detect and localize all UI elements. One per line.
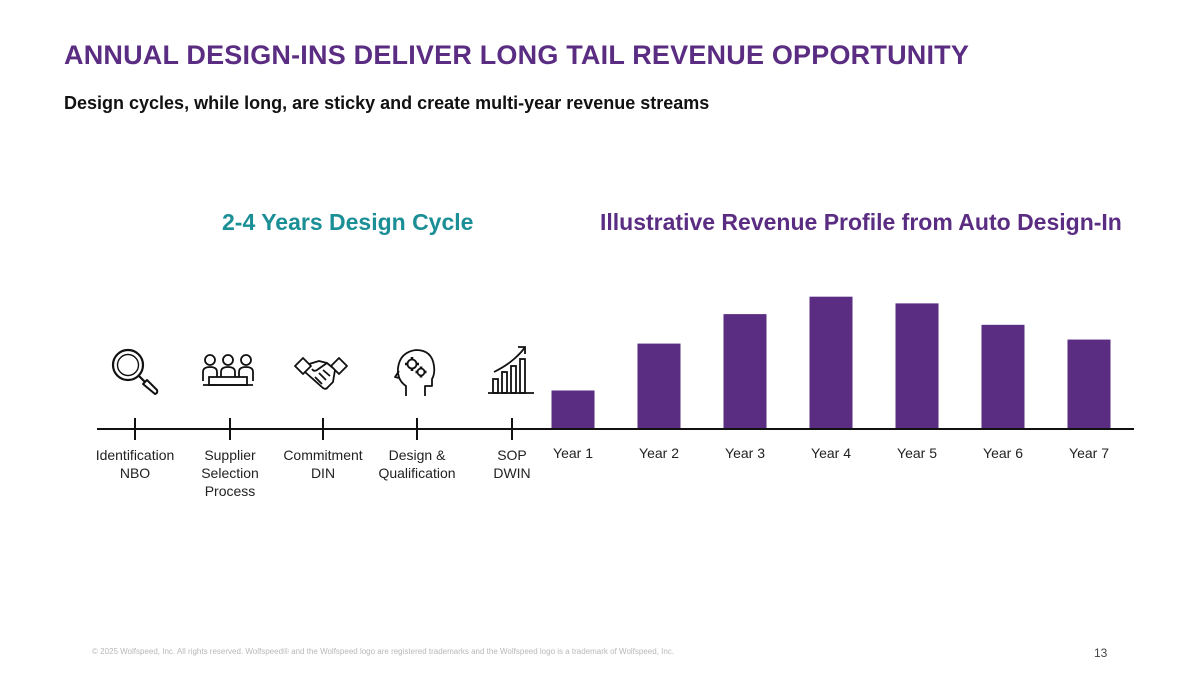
stage-label-sop: SOP DWIN bbox=[452, 446, 572, 482]
stage-label-line: DIN bbox=[310, 465, 336, 481]
timeline-tick bbox=[416, 418, 418, 440]
x-tick-label: Year 6 bbox=[983, 445, 1023, 461]
timeline-tick bbox=[134, 418, 136, 440]
handshake-icon bbox=[294, 357, 348, 390]
stage-label-line: Commitment bbox=[283, 447, 363, 463]
revenue-bar-6 bbox=[981, 324, 1025, 428]
stage-label-line: Identification bbox=[95, 447, 175, 463]
stage-label-line: DWIN bbox=[493, 465, 531, 481]
stage-label-line: Process bbox=[204, 483, 256, 499]
stage-label-line: Qualification bbox=[378, 465, 456, 481]
timeline-axis bbox=[97, 428, 1134, 430]
x-tick-label: Year 4 bbox=[811, 445, 851, 461]
timeline-tick bbox=[511, 418, 513, 440]
stage-label-identification: Identification NBO bbox=[75, 446, 195, 482]
head-gears-icon bbox=[394, 349, 436, 396]
x-tick-label: Year 3 bbox=[725, 445, 765, 461]
stage-label-line: Selection bbox=[201, 465, 259, 481]
page-number: 13 bbox=[1094, 646, 1108, 660]
slide-title: ANNUAL DESIGN-INS DELIVER LONG TAIL REVE… bbox=[64, 40, 970, 70]
revenue-bar-2 bbox=[637, 343, 681, 428]
revenue-chart-title: Illustrative Revenue Profile from Auto D… bbox=[600, 209, 1122, 235]
revenue-bar-7 bbox=[1067, 339, 1111, 428]
x-tick-label: Year 1 bbox=[553, 445, 593, 461]
stage-label-supplier-selection: Supplier Selection Process bbox=[170, 446, 290, 500]
slide-subtitle: Design cycles, while long, are sticky an… bbox=[64, 93, 710, 113]
magnifier-icon bbox=[111, 348, 159, 395]
growth-chart-icon bbox=[488, 346, 534, 394]
team-meeting-icon bbox=[202, 354, 254, 386]
revenue-bar-4 bbox=[809, 296, 853, 428]
revenue-bar-5 bbox=[895, 303, 939, 428]
stage-label-design-qualification: Design & Qualification bbox=[357, 446, 477, 482]
timeline-tick bbox=[322, 418, 324, 440]
stage-label-line: SOP bbox=[497, 447, 527, 463]
x-tick-label: Year 5 bbox=[897, 445, 937, 461]
design-cycle-heading: 2-4 Years Design Cycle bbox=[222, 209, 474, 235]
stage-label-line: NBO bbox=[119, 465, 151, 481]
x-tick-label: Year 2 bbox=[639, 445, 679, 461]
stage-label-line: Supplier bbox=[204, 447, 256, 463]
revenue-bar-3 bbox=[723, 314, 767, 428]
stage-label-commitment: Commitment DIN bbox=[263, 446, 383, 482]
x-tick-label: Year 7 bbox=[1069, 445, 1109, 461]
stage-label-line: Design & bbox=[388, 447, 446, 463]
copyright-footer: © 2025 Wolfspeed, Inc. All rights reserv… bbox=[92, 647, 675, 656]
revenue-bar-1 bbox=[551, 390, 595, 428]
timeline-tick bbox=[229, 418, 231, 440]
